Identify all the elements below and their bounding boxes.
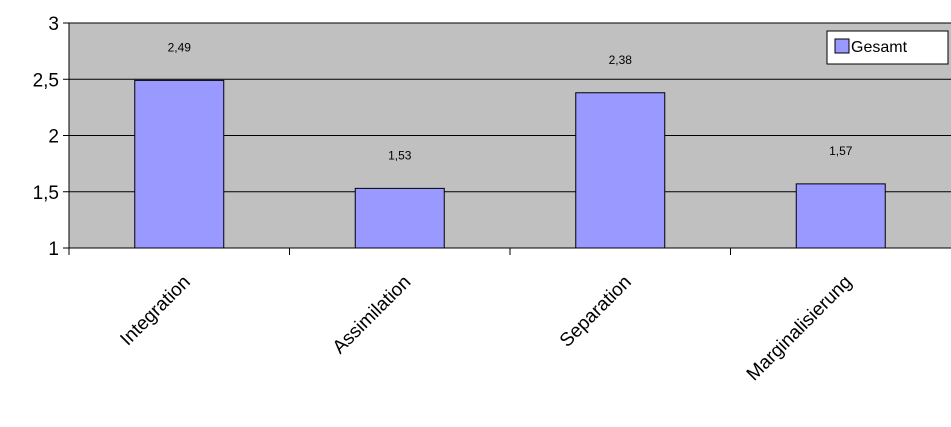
bar-separation bbox=[575, 92, 666, 249]
category-label-integration: Integration bbox=[116, 272, 194, 350]
category-label-marginalisierung: Marginalisierung bbox=[743, 272, 856, 385]
bar-marginalisierung bbox=[795, 183, 886, 249]
data-label-integration: 2,49 bbox=[168, 40, 192, 54]
y-tick-label: 3 bbox=[48, 14, 59, 35]
bars bbox=[134, 79, 886, 249]
y-tick-label: 2,5 bbox=[33, 70, 59, 91]
data-label-marginalisierung: 1,57 bbox=[829, 144, 853, 158]
data-label-assimilation: 1,53 bbox=[388, 148, 412, 162]
bar-integration bbox=[134, 79, 225, 249]
legend-label-gesamt: Gesamt bbox=[851, 39, 908, 56]
bar-assimilation bbox=[354, 187, 445, 249]
y-tick-label: 1 bbox=[48, 239, 59, 260]
category-label-assimilation: Assimilation bbox=[329, 272, 416, 359]
category-labels: Integration Assimilation Separation Margina… bbox=[116, 272, 856, 385]
legend: Gesamt bbox=[826, 30, 949, 65]
y-tick-label: 1,5 bbox=[33, 183, 59, 204]
category-label-separation: Separation bbox=[556, 272, 636, 352]
y-tick-label: 2 bbox=[48, 127, 59, 148]
legend-swatch bbox=[834, 38, 850, 54]
data-labels: 2,49 1,53 2,38 1,57 bbox=[168, 40, 853, 162]
data-label-separation: 2,38 bbox=[609, 53, 633, 67]
